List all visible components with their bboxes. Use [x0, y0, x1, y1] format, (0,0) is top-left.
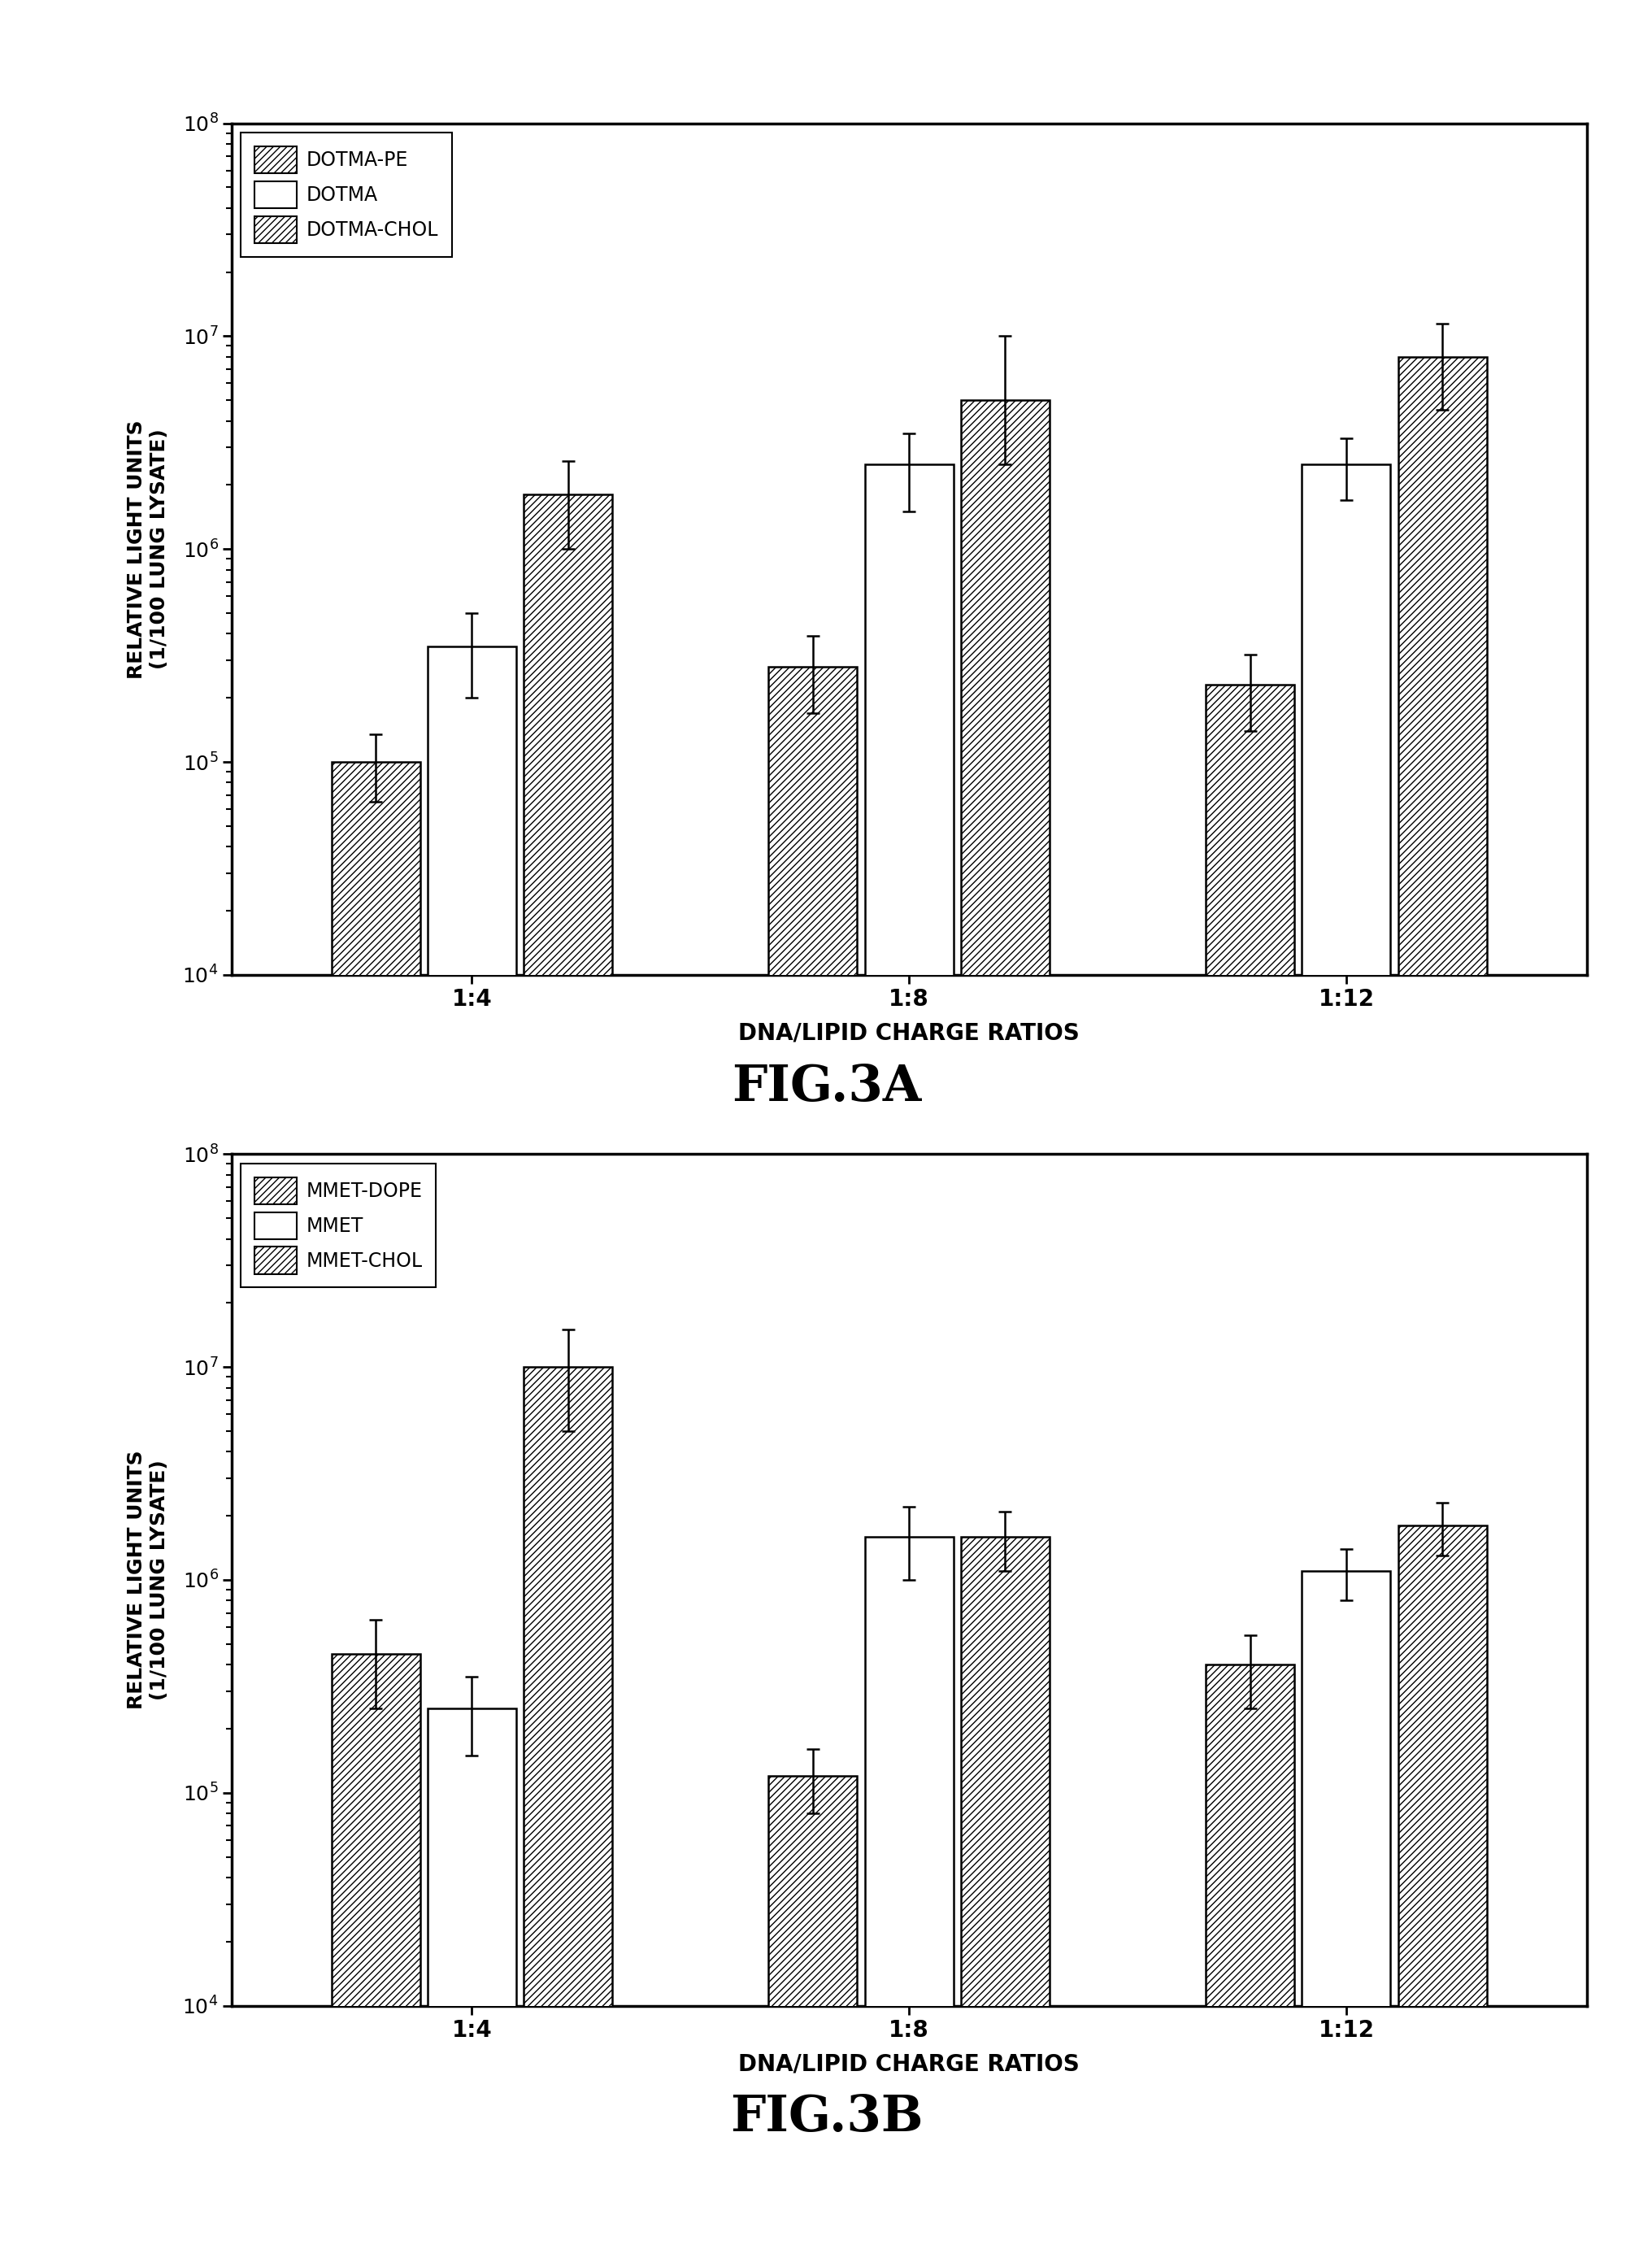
Bar: [524, 495, 611, 2241]
Bar: [864, 464, 953, 2241]
Bar: [524, 1367, 611, 2241]
Legend: DOTMA-PE, DOTMA, DOTMA-CHOL: DOTMA-PE, DOTMA, DOTMA-CHOL: [241, 132, 451, 255]
Bar: [768, 668, 857, 2241]
X-axis label: DNA/LIPID CHARGE RATIOS: DNA/LIPID CHARGE RATIOS: [738, 1022, 1079, 1044]
X-axis label: DNA/LIPID CHARGE RATIOS: DNA/LIPID CHARGE RATIOS: [738, 2053, 1079, 2075]
Bar: [1398, 1526, 1485, 2241]
Bar: [332, 1654, 420, 2241]
Y-axis label: RELATIVE LIGHT UNITS
(1/100 LUNG LYSATE): RELATIVE LIGHT UNITS (1/100 LUNG LYSATE): [127, 1450, 169, 1710]
Bar: [1302, 464, 1389, 2241]
Text: FIG.3B: FIG.3B: [730, 2093, 922, 2142]
Legend: MMET-DOPE, MMET, MMET-CHOL: MMET-DOPE, MMET, MMET-CHOL: [241, 1163, 436, 1286]
Bar: [428, 645, 515, 2241]
Bar: [332, 762, 420, 2241]
Bar: [768, 1775, 857, 2241]
Bar: [1206, 1665, 1294, 2241]
Bar: [1302, 1571, 1389, 2241]
Text: FIG.3A: FIG.3A: [732, 1062, 920, 1112]
Bar: [960, 401, 1049, 2241]
Y-axis label: RELATIVE LIGHT UNITS
(1/100 LUNG LYSATE): RELATIVE LIGHT UNITS (1/100 LUNG LYSATE): [127, 419, 169, 679]
Bar: [864, 1537, 953, 2241]
Bar: [428, 1708, 515, 2241]
Bar: [1398, 356, 1485, 2241]
Bar: [1206, 686, 1294, 2241]
Bar: [960, 1537, 1049, 2241]
